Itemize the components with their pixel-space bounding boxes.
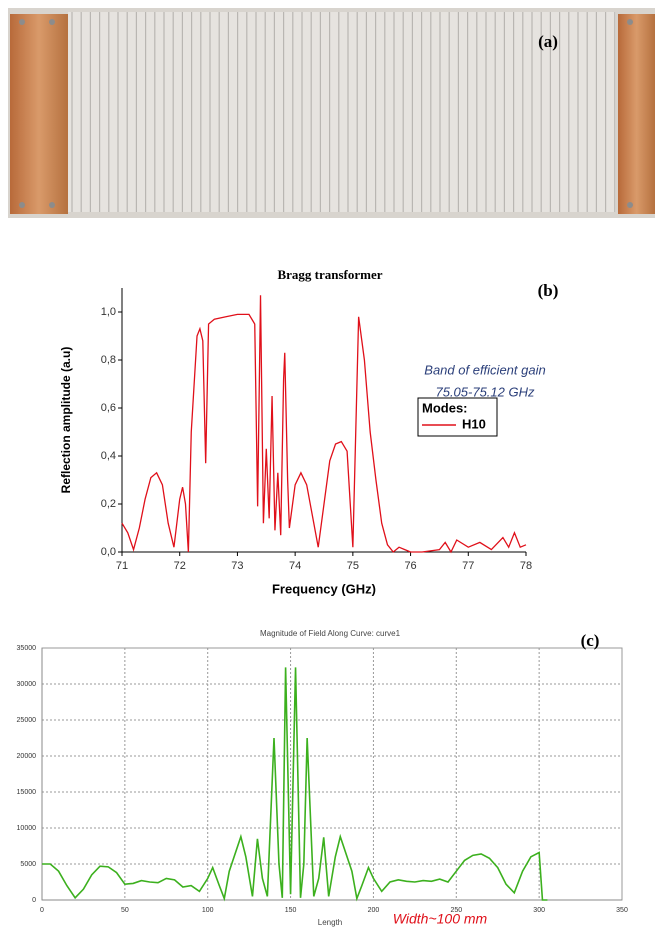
screw <box>19 202 25 208</box>
panel-label: (a) <box>538 32 558 51</box>
y-tick-label: 20000 <box>17 753 37 760</box>
screw <box>19 19 25 25</box>
legend-box <box>417 397 498 437</box>
y-tick-label: 10000 <box>17 825 37 832</box>
annotation: Width~100 mm <box>393 911 488 927</box>
x-tick-label: 78 <box>520 560 532 572</box>
x-tick-label: 200 <box>368 907 380 914</box>
x-tick-label: 0 <box>40 907 44 914</box>
y-tick-label: 0,2 <box>101 498 116 510</box>
copper-flange <box>618 14 655 214</box>
x-tick-label: 250 <box>450 907 462 914</box>
panel-label: (b) <box>538 281 559 300</box>
screw <box>627 19 633 25</box>
x-tick-label: 74 <box>289 560 301 572</box>
y-tick-label: 0,4 <box>101 450 116 462</box>
y-axis-label: Reflection amplitude (a.u) <box>59 347 73 494</box>
y-tick-label: 15000 <box>17 789 37 796</box>
waveguide-photo <box>8 8 655 218</box>
x-tick-label: 72 <box>174 560 186 572</box>
y-tick-label: 5000 <box>20 861 36 868</box>
screw <box>49 202 55 208</box>
annotation: Band of efficient gain <box>424 362 545 377</box>
series-line <box>121 295 527 554</box>
y-tick-label: 25000 <box>17 717 37 724</box>
x-tick-label: 76 <box>404 560 416 572</box>
y-tick-label: 30000 <box>17 681 37 688</box>
x-tick-label: 100 <box>202 907 214 914</box>
series-line <box>42 667 548 902</box>
annotation: 75.05-75.12 GHz <box>435 384 535 399</box>
chart-title: Magnitude of Field Along Curve: curve1 <box>260 629 401 638</box>
x-tick-label: 73 <box>231 560 243 572</box>
y-tick-label: 35000 <box>17 645 37 652</box>
screw <box>627 202 633 208</box>
x-tick-label: 300 <box>533 907 545 914</box>
y-tick-label: 0,6 <box>101 402 116 414</box>
x-tick-label: 350 <box>616 907 628 914</box>
x-tick-label: 150 <box>285 907 297 914</box>
x-axis-label: Length <box>318 918 342 927</box>
screw <box>49 19 55 25</box>
x-axis-label: Frequency (GHz) <box>272 581 376 596</box>
y-tick-label: 1,0 <box>101 306 116 318</box>
chart-title: Bragg transformer <box>277 267 382 282</box>
legend-label: H10 <box>462 416 486 431</box>
x-tick-label: 50 <box>121 907 129 914</box>
plot-area <box>41 647 623 901</box>
panel-label: (c) <box>581 631 600 650</box>
legend-title: Modes: <box>422 400 468 415</box>
y-tick-label: 0 <box>32 897 36 904</box>
y-tick-label: 0,0 <box>101 546 116 558</box>
y-tick-label: 0,8 <box>101 354 116 366</box>
x-tick-label: 75 <box>347 560 359 572</box>
copper-flange <box>10 14 68 214</box>
x-tick-label: 77 <box>462 560 474 572</box>
photo-corrugation <box>68 12 616 212</box>
x-tick-label: 71 <box>116 560 128 572</box>
